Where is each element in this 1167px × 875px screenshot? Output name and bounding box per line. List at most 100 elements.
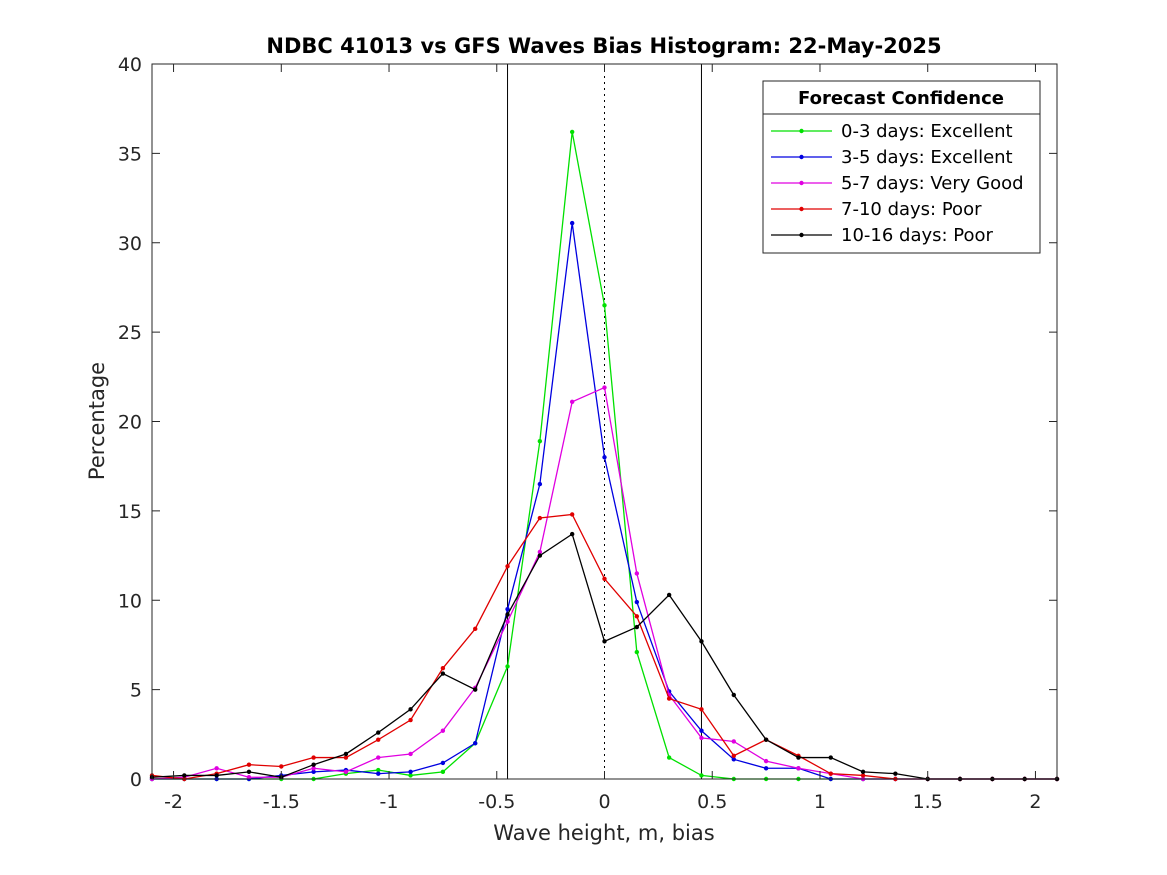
series-2-point <box>699 735 704 741</box>
series-2-point <box>634 571 640 576</box>
series-3-point <box>473 626 478 632</box>
series-3-point <box>246 762 252 767</box>
series-2-point <box>311 766 316 771</box>
series-2-point <box>440 728 446 733</box>
x-axis-label: Wave height, m, bias <box>493 821 714 845</box>
x-tick-label: 0.5 <box>697 791 727 813</box>
series-2-point <box>731 739 736 744</box>
x-axis: -2 -1.5 -1 -0.5 0 0.5 1 1.5 2 <box>164 64 1041 813</box>
series-2-point <box>408 751 413 757</box>
series-4-point <box>311 762 316 767</box>
legend-label-4: 10-16 days: Poor <box>841 225 994 246</box>
y-tick-label: 25 <box>118 322 142 344</box>
series-0-point <box>699 773 704 778</box>
y-tick-label: 40 <box>118 54 142 76</box>
series-1-point <box>731 757 736 762</box>
series-2-point <box>505 619 510 624</box>
series-2-point <box>537 549 543 555</box>
series-4-point <box>666 592 672 598</box>
series-4-point <box>893 771 898 776</box>
series-1-point <box>537 481 543 487</box>
y-tick-label: 5 <box>130 680 142 702</box>
series-4-point <box>376 730 381 735</box>
legend-label-1: 3-5 days: Excellent <box>841 147 1013 168</box>
y-tick-label: 15 <box>118 501 142 523</box>
x-tick-label: -1 <box>380 791 399 813</box>
legend-label-0: 0-3 days: Excellent <box>841 121 1013 142</box>
series-0-point <box>440 769 446 775</box>
series-1-point <box>408 769 413 775</box>
series-4-point <box>473 687 478 692</box>
legend-box <box>762 80 1041 254</box>
series-1-point <box>763 766 769 771</box>
series-3-point <box>634 614 640 619</box>
legend-items: 0-3 days: Excellent 3-5 days: Excellent 5-… <box>771 121 1024 246</box>
series-2-point <box>343 769 349 775</box>
series-3-point <box>699 707 704 712</box>
legend-label-2: 5-7 days: Very Good <box>841 173 1024 194</box>
series-3-point <box>311 755 316 760</box>
series-0-point <box>569 129 575 135</box>
series-0-point <box>537 438 543 444</box>
y-tick-label: 10 <box>118 590 142 612</box>
series-0-point <box>602 303 607 308</box>
series-1-point <box>634 599 640 605</box>
series-4-point <box>860 769 866 775</box>
series-4-point <box>699 639 704 644</box>
series-1-point <box>376 771 381 776</box>
legend-marker-2 <box>799 180 804 186</box>
x-tick-label: 0 <box>598 791 610 813</box>
series-2-point <box>602 385 607 390</box>
series-1-point <box>699 728 704 733</box>
series-3-point <box>279 764 284 769</box>
legend-title: Forecast Confidence <box>798 88 1004 109</box>
series-1-point <box>440 760 446 766</box>
y-tick-label: 0 <box>130 769 142 791</box>
series-3-point <box>860 773 866 778</box>
series-0-point <box>408 773 413 778</box>
series-4-point <box>505 612 510 617</box>
series-2-point <box>376 755 381 760</box>
series-0-point <box>376 767 381 773</box>
series-3-point <box>569 512 575 517</box>
legend-marker-3 <box>799 206 804 212</box>
series-3-point <box>666 696 672 701</box>
series-4-point <box>731 692 736 698</box>
legend: Forecast Confidence 0-3 days: Excellent 3… <box>762 80 1041 254</box>
series-3-point <box>602 576 607 581</box>
series-3-point <box>376 737 381 742</box>
series-2-point <box>214 766 219 771</box>
series-3-point <box>505 564 510 569</box>
x-tick-label: -1.5 <box>263 791 300 813</box>
series-2-point <box>763 758 769 764</box>
series-1-point <box>602 455 607 460</box>
series-3-point <box>828 771 833 776</box>
series-2-point <box>796 766 801 771</box>
series-2-point <box>569 399 575 405</box>
legend-marker-1 <box>799 154 804 160</box>
y-tick-label: 35 <box>118 143 142 165</box>
y-axis: 0 5 10 15 20 25 30 35 40 <box>118 54 1057 791</box>
series-3-point <box>731 753 736 758</box>
legend-marker-0 <box>799 128 804 134</box>
chart-title: NDBC 41013 vs GFS Waves Bias Histogram: … <box>266 34 941 58</box>
y-axis-label: Percentage <box>85 362 109 480</box>
series-4-point <box>763 737 769 742</box>
series-0-point <box>634 649 640 655</box>
series-4-point <box>634 624 640 630</box>
series-4-point <box>343 751 349 757</box>
series-4-point <box>828 755 833 760</box>
series-3-point <box>408 717 413 723</box>
series-3-point <box>343 755 349 760</box>
y-tick-label: 30 <box>118 233 142 255</box>
series-1-point <box>473 741 478 746</box>
x-tick-label: 2 <box>1029 791 1041 813</box>
series-3-point <box>440 665 446 671</box>
series-3-point <box>537 515 543 521</box>
series-4-point <box>246 769 252 775</box>
y-tick-label: 20 <box>118 412 142 434</box>
series-4-point <box>796 755 801 760</box>
series-4-point <box>569 531 575 537</box>
series-4-point <box>537 553 543 558</box>
